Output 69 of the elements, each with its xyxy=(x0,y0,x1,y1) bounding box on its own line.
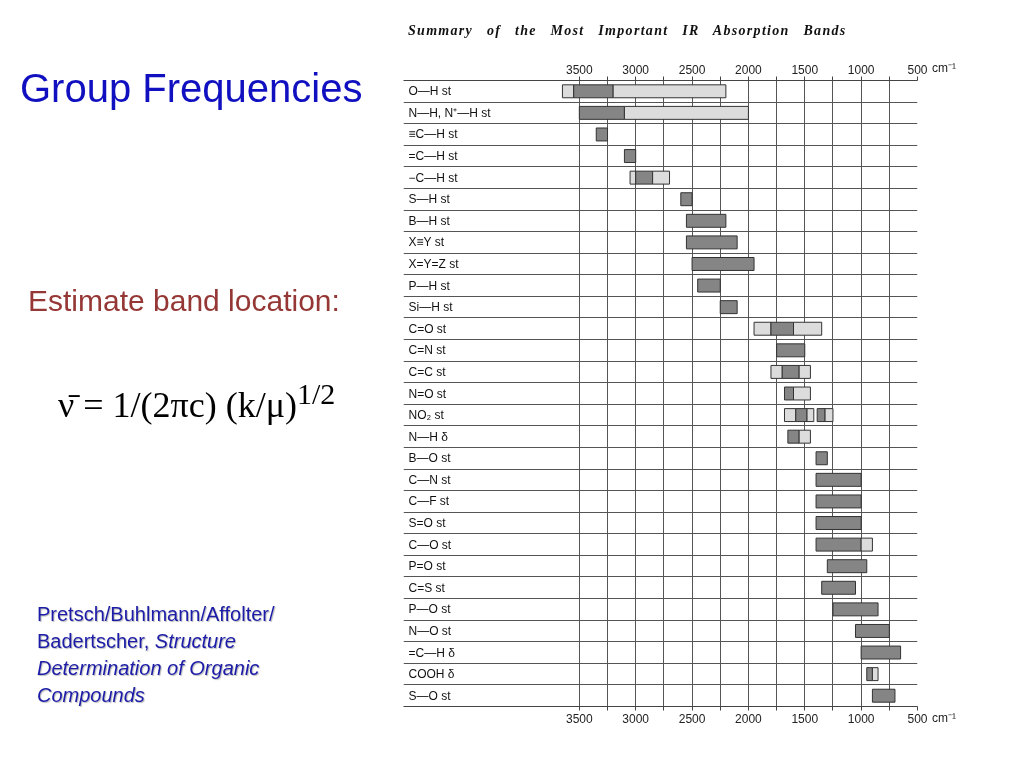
x2-tick-label: 3500 xyxy=(565,711,594,726)
x2-tick-label: 2500 xyxy=(678,711,706,726)
chart-subtitle: Summary of the Most Important IR Absorption Bands xyxy=(408,22,847,40)
x2-tick-label: 1500 xyxy=(791,711,819,726)
bar xyxy=(871,688,896,703)
x-tick-label: 500 xyxy=(907,62,928,77)
y-tick-label: Si—H st xyxy=(408,300,454,315)
x-tick-label: 3500 xyxy=(565,62,594,77)
x-tick-label: 2500 xyxy=(678,62,706,77)
y-tick-label: X≡Y st xyxy=(408,235,445,250)
y-tick-label: N—H, N⁺—H st xyxy=(408,105,492,120)
bar xyxy=(691,257,755,271)
y-tick-label: =C—H st xyxy=(408,149,459,164)
x2-tick-label: 2000 xyxy=(735,711,763,726)
y-tick-label: X=Y=Z st xyxy=(408,256,460,271)
x-tick-label: 2000 xyxy=(735,62,763,77)
x2-axis-title: cm⁻¹ xyxy=(932,61,956,75)
bar xyxy=(821,580,856,595)
bar xyxy=(832,602,879,617)
bar xyxy=(815,472,862,487)
y-tick-label: C—N st xyxy=(408,472,452,487)
x2-tick-label: 3000 xyxy=(622,711,650,726)
y-tick-label: N=O st xyxy=(408,386,447,401)
x-tick-label: 1500 xyxy=(791,62,819,77)
bar xyxy=(685,213,727,228)
y-tick-label: P—O st xyxy=(408,602,452,617)
bar xyxy=(680,192,693,207)
y-tick-label: C—O st xyxy=(408,537,452,552)
bar xyxy=(685,235,738,250)
x2-tick-label: 1000 xyxy=(847,711,875,726)
bar xyxy=(776,343,806,358)
bar xyxy=(855,623,890,638)
y-tick-label: S=O st xyxy=(408,516,447,531)
y-tick-label: B—O st xyxy=(408,451,452,466)
y-tick-label: P=O st xyxy=(408,559,447,574)
bar xyxy=(815,516,862,530)
x2-tick-label: 500 xyxy=(907,711,928,726)
y-tick-label: NO₂ st xyxy=(408,408,445,423)
bar xyxy=(815,451,828,466)
x-tick-label: 3000 xyxy=(622,62,650,77)
bar xyxy=(826,559,868,574)
y-tick-label: B—H st xyxy=(408,213,451,228)
y-tick-label: −C—H st xyxy=(408,170,459,185)
bar xyxy=(595,127,609,142)
y-tick-label: COOH δ xyxy=(408,667,455,682)
text: ν̄ = 1/(2πc) (k/μ)$^{1/2}$ xyxy=(58,376,336,427)
y-tick-label: C=N st xyxy=(408,343,447,358)
bar xyxy=(719,300,738,315)
bar xyxy=(815,494,862,509)
y-tick-label: S—H st xyxy=(408,192,451,207)
chart-title: Group Frequencies xyxy=(20,65,363,112)
y-tick-label: P—H st xyxy=(408,278,451,293)
bar xyxy=(623,149,637,164)
x-axis-title: cm⁻¹ xyxy=(932,711,956,725)
y-tick-label: C—F st xyxy=(408,494,450,509)
x-tick-label: 1000 xyxy=(847,62,875,77)
text: Estimate band location: xyxy=(28,283,340,319)
y-tick-label: N—H δ xyxy=(408,429,449,444)
bar xyxy=(860,645,902,660)
y-tick-label: =C—H δ xyxy=(408,645,456,660)
bar xyxy=(697,278,721,293)
y-tick-label: ≡C—H st xyxy=(408,127,459,142)
y-tick-label: N—O st xyxy=(408,623,452,638)
y-tick-label: C=O st xyxy=(408,321,447,336)
y-tick-label: C=C st xyxy=(408,364,447,379)
y-tick-label: O—H st xyxy=(408,84,452,99)
text: Pretsch/Buhlmann/Affolter/Badertscher, Structure Determination of Organic Compounds xyxy=(37,603,275,706)
y-tick-label: C=S st xyxy=(408,580,446,595)
y-tick-label: S—O st xyxy=(408,688,452,703)
